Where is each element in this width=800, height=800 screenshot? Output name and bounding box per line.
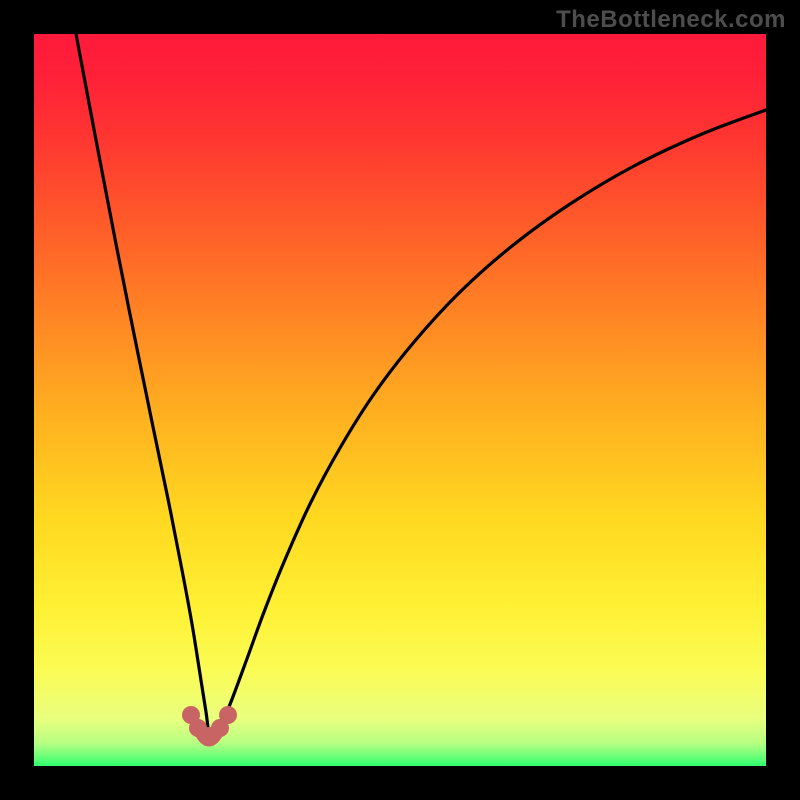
watermark-text: TheBottleneck.com: [556, 6, 786, 34]
gradient-background: [34, 34, 766, 766]
plot-area: [34, 34, 766, 766]
sweet-spot-dot: [219, 706, 237, 724]
bottleneck-chart: [0, 0, 800, 800]
